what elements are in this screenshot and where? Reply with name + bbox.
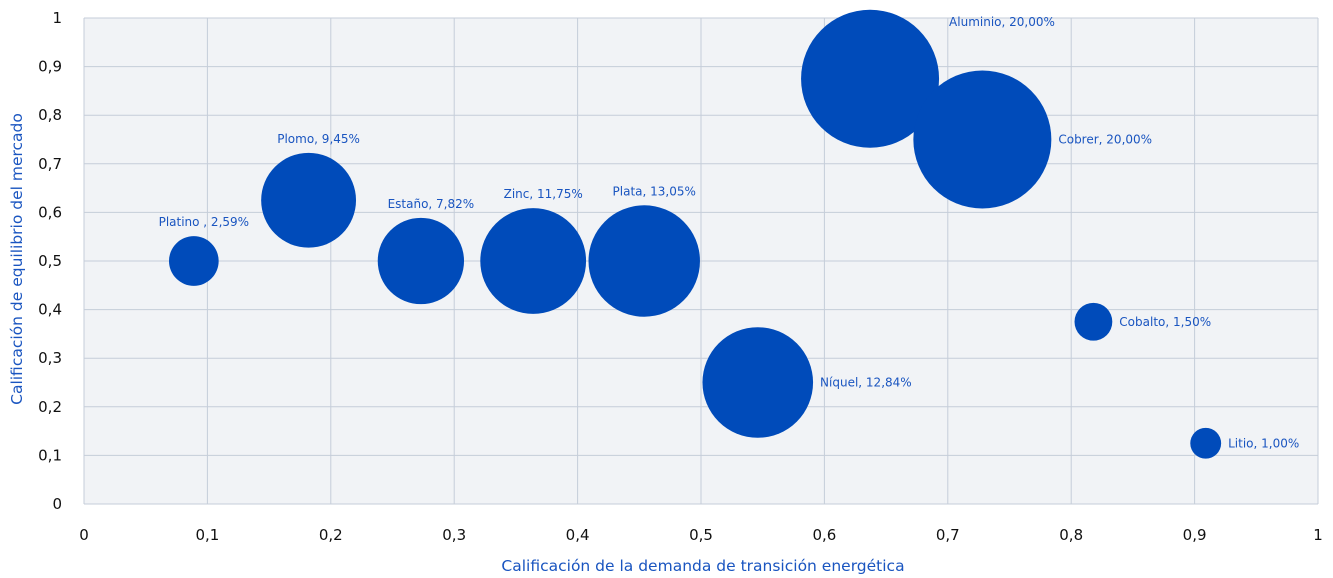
x-tick-label: 0,5	[689, 526, 713, 544]
y-tick-label: 0,2	[38, 398, 62, 416]
x-tick-label: 0,3	[442, 526, 466, 544]
bubble-plata	[588, 205, 700, 317]
gridlines	[83, 17, 1319, 505]
bubble-label-níquel: Níquel, 12,84%	[820, 376, 912, 390]
y-axis-title: Calificación de equilibrio del mercado	[8, 113, 26, 405]
x-tick-labels: 0 0,1 0,2 0,3 0,4 0,5 0,6 0,7 0,8 0,9 1	[79, 526, 1323, 544]
bubble-plomo	[261, 152, 357, 248]
y-tick-label: 0,4	[38, 301, 62, 319]
bubble-níquel	[702, 327, 814, 438]
y-tick-label: 0,9	[38, 58, 62, 76]
bubble-aluminio	[801, 9, 940, 148]
bubble-labels: Platino , 2,59% Plomo, 9,45% Estaño, 7,82%…	[159, 15, 1300, 451]
x-tick-label: 0,7	[936, 526, 960, 544]
y-tick-labels: 0 0,1 0,2 0,3 0,4 0,5 0,6 0,7 0,8 0,9 1	[38, 9, 62, 513]
bubble-cobrer	[913, 70, 1052, 209]
x-tick-label: 0,4	[566, 526, 590, 544]
y-tick-label: 0,1	[38, 446, 62, 464]
x-tick-label: 0	[79, 526, 89, 544]
bubble-label-plata: Plata, 13,05%	[613, 184, 696, 198]
bubbles	[168, 9, 1222, 459]
bubble-label-zinc: Zinc, 11,75%	[504, 187, 583, 201]
bubble-label-cobrer: Cobrer, 20,00%	[1058, 133, 1152, 147]
bubble-label-litio: Litio, 1,00%	[1228, 436, 1299, 450]
y-tick-label: 0,3	[38, 349, 62, 367]
x-tick-label: 0,9	[1183, 526, 1207, 544]
x-tick-label: 1	[1313, 526, 1323, 544]
bubble-label-aluminio: Aluminio, 20,00%	[949, 15, 1055, 29]
bubble-label-cobalto: Cobalto, 1,50%	[1119, 315, 1211, 329]
bubble-platino	[168, 236, 219, 286]
bubble-estaño	[377, 217, 465, 305]
x-tick-label: 0,1	[195, 526, 219, 544]
bubble-label-estaño: Estaño, 7,82%	[388, 197, 475, 211]
x-tick-label: 0,8	[1059, 526, 1083, 544]
y-tick-label: 1	[52, 9, 62, 27]
bubble-litio	[1190, 427, 1222, 459]
y-tick-label: 0,5	[38, 252, 62, 270]
y-tick-label: 0,6	[38, 203, 62, 221]
bubble-label-platino: Platino , 2,59%	[159, 215, 249, 229]
y-tick-label: 0,8	[38, 106, 62, 124]
bubble-label-plomo: Plomo, 9,45%	[277, 132, 360, 146]
bubble-zinc	[480, 208, 587, 314]
x-tick-label: 0,6	[812, 526, 836, 544]
bubble-cobalto	[1074, 302, 1113, 341]
x-tick-label: 0,2	[319, 526, 343, 544]
y-tick-label: 0	[52, 495, 62, 513]
x-axis-title: Calificación de la demanda de transición…	[501, 557, 904, 575]
y-tick-label: 0,7	[38, 155, 62, 173]
